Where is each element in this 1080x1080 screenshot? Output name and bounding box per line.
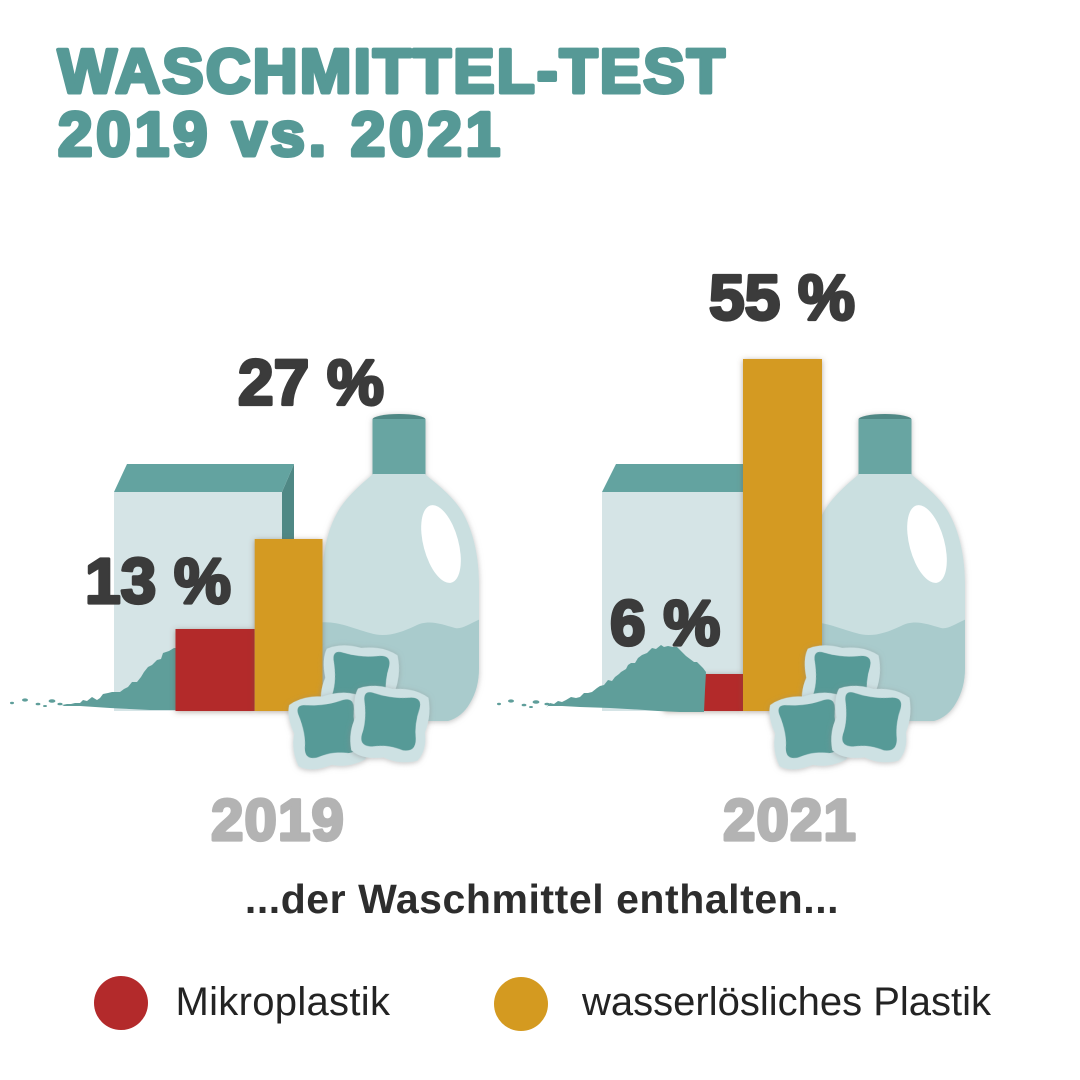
svg-text:...der Waschmittel enthalten..: ...der Waschmittel enthalten... [245, 876, 839, 922]
svg-text:13 %: 13 % [85, 545, 231, 617]
svg-text:27 %: 27 % [238, 347, 384, 419]
svg-text:2019 vs. 2021: 2019 vs. 2021 [58, 101, 504, 170]
svg-text:2019: 2019 [211, 788, 345, 853]
svg-text:Mikroplastik: Mikroplastik [176, 980, 391, 1024]
svg-text:2021: 2021 [723, 788, 857, 853]
svg-text:55 %: 55 % [709, 262, 855, 334]
svg-text:6 %: 6 % [610, 587, 720, 659]
svg-text:wasserlösliches Plastik: wasserlösliches Plastik [581, 980, 992, 1024]
svg-text:WASCHMITTEL-TEST: WASCHMITTEL-TEST [58, 38, 727, 107]
